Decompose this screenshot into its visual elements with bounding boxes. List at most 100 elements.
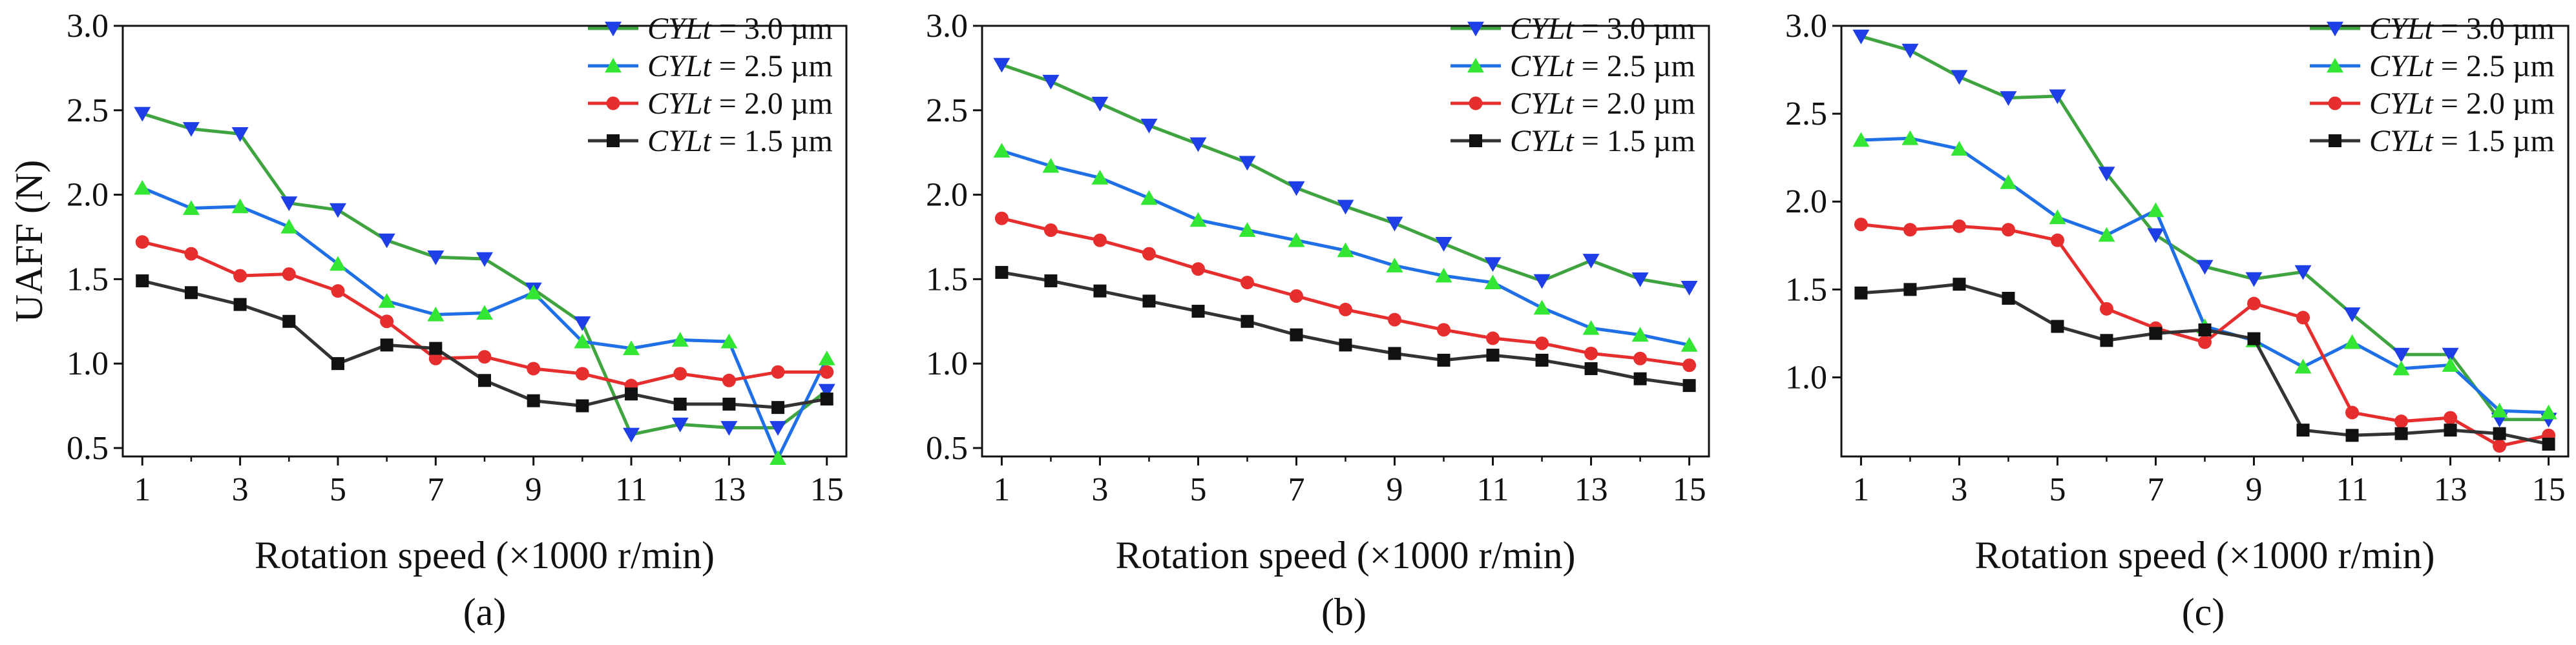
data-point-marker — [1043, 223, 1058, 237]
data-point-marker — [2100, 334, 2113, 347]
data-point-marker — [1290, 328, 1303, 342]
series-3 — [1854, 218, 2556, 453]
legend-label-value: = 2.0 µm — [1574, 87, 1695, 121]
data-point-marker — [134, 107, 151, 122]
data-point-marker — [1339, 338, 1352, 352]
data-point-marker — [1337, 200, 1354, 215]
data-point-marker — [2343, 307, 2361, 322]
data-point-marker — [1241, 314, 1254, 328]
data-point-marker — [2247, 332, 2261, 345]
series-3 — [135, 235, 834, 393]
data-point-marker — [623, 427, 640, 443]
legend-label: CYLt = 2.5 µm — [1510, 49, 1695, 83]
y-tick-label: 1.0 — [1785, 359, 1827, 396]
data-point-marker — [184, 247, 198, 261]
data-point-marker — [1189, 212, 1207, 227]
data-point-marker — [1535, 353, 1549, 367]
legend-label-value: = 2.5 µm — [2433, 49, 2555, 83]
legend-label-value: = 1.5 µm — [711, 124, 833, 158]
y-tick-label: 1.5 — [1785, 271, 1827, 308]
data-point-marker — [378, 233, 395, 249]
data-point-marker — [2247, 296, 2261, 311]
data-point-marker — [1854, 218, 1868, 232]
y-tick-label: 2.5 — [926, 92, 968, 129]
data-point-marker — [1388, 312, 1402, 327]
data-point-marker — [331, 284, 345, 298]
data-point-marker — [1901, 130, 1919, 145]
data-point-marker — [2294, 358, 2312, 374]
data-point-marker — [1631, 327, 1649, 342]
data-point-marker — [329, 256, 346, 271]
data-point-marker — [2149, 327, 2162, 340]
data-point-marker — [1435, 267, 1452, 283]
data-point-marker — [2098, 167, 2115, 182]
data-point-marker — [2394, 415, 2409, 429]
x-tick-label: 13 — [2434, 471, 2467, 508]
legend-marker — [1469, 96, 1483, 110]
x-tick-label: 1 — [993, 471, 1010, 508]
y-tick-label: 3.0 — [67, 8, 109, 45]
data-point-marker — [231, 127, 249, 142]
data-point-marker — [2393, 360, 2410, 376]
data-point-marker — [1854, 286, 1868, 300]
data-point-marker — [1388, 347, 1401, 360]
series-line — [141, 186, 828, 462]
legend-label-variable: CYLt — [1510, 87, 1575, 121]
data-point-marker — [1191, 305, 1205, 318]
data-point-marker — [331, 357, 344, 371]
data-point-marker — [1337, 242, 1354, 258]
data-point-marker — [673, 367, 687, 381]
data-point-marker — [2049, 209, 2066, 225]
data-point-marker — [134, 179, 151, 195]
data-point-marker — [1435, 237, 1452, 252]
data-point-marker — [1484, 257, 1502, 272]
data-point-marker — [1584, 346, 1598, 360]
data-point-marker — [994, 211, 1009, 225]
data-point-marker — [818, 384, 835, 399]
data-point-marker — [1091, 170, 1109, 185]
data-point-marker — [1288, 232, 1305, 247]
data-point-marker — [2245, 272, 2263, 287]
legend-marker — [2327, 57, 2343, 73]
legend-marker — [607, 134, 620, 147]
data-point-marker — [2442, 347, 2459, 363]
data-point-marker — [1437, 323, 1451, 337]
data-point-marker — [2001, 223, 2015, 237]
data-point-marker — [1191, 262, 1205, 276]
data-point-marker — [720, 421, 738, 436]
legend-label: CYLt = 3.0 µm — [647, 12, 833, 46]
x-tick-label: 13 — [712, 471, 746, 508]
data-point-marker — [1386, 258, 1403, 272]
legend-label-value: = 3.0 µm — [1574, 12, 1695, 46]
y-tick-label: 1.5 — [67, 261, 109, 298]
data-point-marker — [2394, 427, 2408, 440]
legend-label: CYLt = 1.5 µm — [2369, 124, 2555, 158]
data-point-marker — [574, 333, 591, 349]
panel-caption: (b) — [1321, 591, 1367, 633]
data-point-marker — [673, 397, 687, 411]
legend-label-variable: CYLt — [1510, 12, 1575, 46]
series-1 — [993, 57, 1698, 296]
data-point-marker — [1852, 132, 1870, 147]
legend-label-value: = 2.0 µm — [2433, 87, 2555, 121]
x-tick-label: 1 — [1852, 471, 1869, 508]
legend-label-value: = 2.0 µm — [711, 87, 833, 121]
series-3 — [994, 211, 1697, 373]
data-point-marker — [1339, 302, 1352, 316]
legend-label: CYLt = 2.0 µm — [1510, 87, 1695, 121]
x-tick-label: 15 — [810, 471, 844, 508]
data-point-marker — [428, 351, 443, 365]
data-point-marker — [2000, 91, 2017, 106]
data-point-marker — [1486, 331, 1500, 345]
x-tick-label: 15 — [2532, 471, 2566, 508]
data-point-marker — [1486, 349, 1500, 362]
data-point-marker — [2098, 227, 2115, 242]
legend-label-variable: CYLt — [2369, 87, 2434, 121]
series-2 — [134, 179, 835, 466]
data-point-marker — [1633, 351, 1648, 365]
data-point-marker — [527, 362, 541, 376]
data-point-marker — [722, 397, 736, 411]
legend-label: CYLt = 3.0 µm — [2369, 12, 2555, 46]
legend-marker — [605, 57, 622, 73]
